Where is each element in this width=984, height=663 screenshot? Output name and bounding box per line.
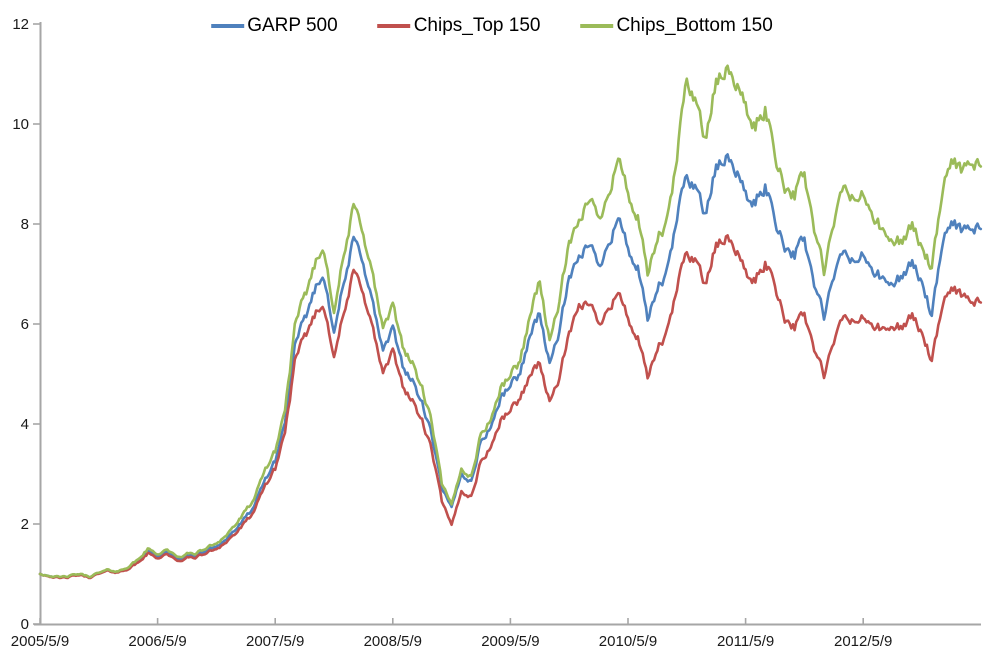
x-tick-label: 2007/5/9: [246, 633, 304, 650]
legend-swatch-chips-top-150: [377, 24, 411, 28]
legend-item-chips-top-150: Chips_Top 150: [377, 15, 541, 37]
y-tick-label: 4: [21, 416, 29, 433]
x-tick-label: 2010/5/9: [599, 633, 657, 650]
legend-item-garp-500: GARP 500: [211, 15, 338, 37]
y-tick-label: 8: [21, 216, 29, 233]
x-tick-label: 2005/5/9: [11, 633, 69, 650]
y-tick-label: 6: [21, 316, 29, 333]
y-tick-label: 0: [21, 616, 29, 633]
legend-label: Chips_Bottom 150: [616, 15, 773, 36]
y-tick-label: 2: [21, 516, 29, 533]
legend-label: GARP 500: [247, 15, 338, 36]
series-line-chips-bottom-150: [38, 64, 983, 579]
y-tick-label: 12: [12, 16, 29, 33]
legend-swatch-chips-bottom-150: [580, 24, 614, 28]
series-line-chips-top-150: [38, 234, 983, 580]
series-line-garp-500: [38, 153, 983, 579]
legend-item-chips-bottom-150: Chips_Bottom 150: [580, 15, 773, 37]
legend-swatch-garp-500: [211, 24, 245, 28]
x-tick-label: 2006/5/9: [128, 633, 186, 650]
x-tick-label: 2011/5/9: [717, 633, 774, 650]
x-tick-label: 2009/5/9: [481, 633, 539, 650]
x-tick-label: 2012/5/9: [834, 633, 892, 650]
x-tick-label: 2008/5/9: [364, 633, 422, 650]
legend-label: Chips_Top 150: [413, 15, 541, 36]
y-tick-label: 10: [12, 116, 29, 133]
chart-legend: GARP 500 Chips_Top 150 Chips_Bottom 150: [211, 15, 773, 37]
